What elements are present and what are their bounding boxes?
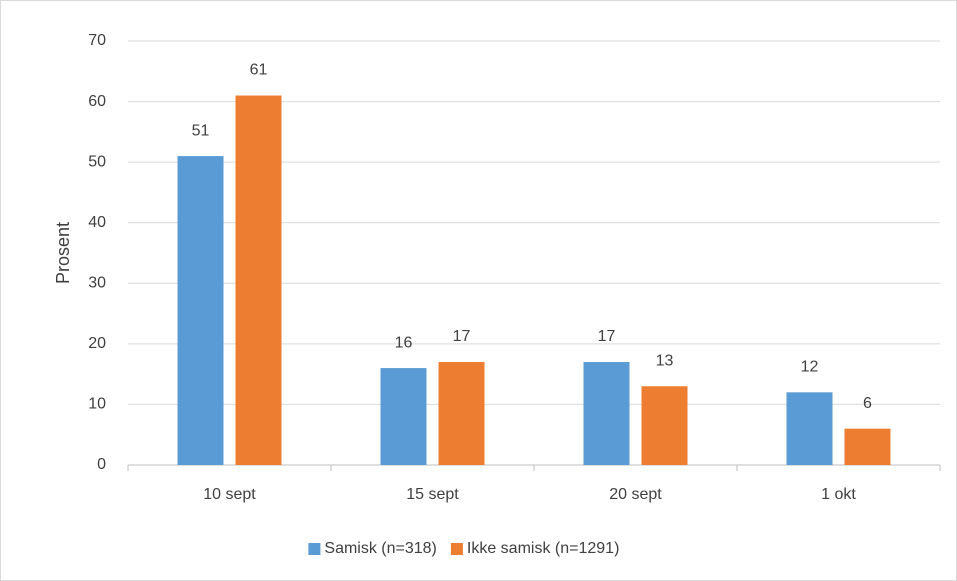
x-tick-label: 20 sept bbox=[609, 486, 662, 503]
legend-label: Samisk (n=318) bbox=[324, 540, 437, 557]
y-tick-label: 60 bbox=[88, 93, 106, 110]
y-tick-label: 40 bbox=[88, 214, 106, 231]
y-tick-label: 30 bbox=[88, 275, 106, 292]
bar bbox=[641, 386, 688, 465]
data-label: 61 bbox=[250, 62, 268, 79]
data-label: 16 bbox=[395, 334, 413, 351]
data-label: 51 bbox=[192, 122, 210, 139]
bar bbox=[177, 156, 224, 466]
data-label: 13 bbox=[656, 352, 674, 369]
bar bbox=[583, 362, 630, 465]
data-label: 6 bbox=[863, 395, 872, 412]
x-tick-label: 10 sept bbox=[203, 486, 256, 503]
data-label: 17 bbox=[453, 328, 471, 345]
data-label: 12 bbox=[801, 359, 819, 376]
legend-label: Ikke samisk (n=1291) bbox=[467, 540, 620, 557]
bar bbox=[235, 95, 282, 465]
data-label: 17 bbox=[598, 328, 616, 345]
y-tick-label: 10 bbox=[88, 396, 106, 413]
legend-swatch bbox=[450, 543, 463, 555]
legend-swatch bbox=[308, 543, 321, 555]
x-tick-label: 15 sept bbox=[406, 486, 459, 503]
bar bbox=[438, 362, 485, 465]
bar bbox=[786, 392, 833, 465]
bar bbox=[380, 368, 427, 465]
x-tick-label: 1 okt bbox=[821, 486, 856, 503]
y-tick-label: 0 bbox=[97, 456, 106, 473]
bar bbox=[844, 428, 891, 465]
y-tick-label: 70 bbox=[88, 32, 106, 49]
y-tick-label: 20 bbox=[88, 335, 106, 352]
y-axis-label: Prosent bbox=[53, 222, 73, 284]
y-tick-label: 50 bbox=[88, 153, 106, 170]
